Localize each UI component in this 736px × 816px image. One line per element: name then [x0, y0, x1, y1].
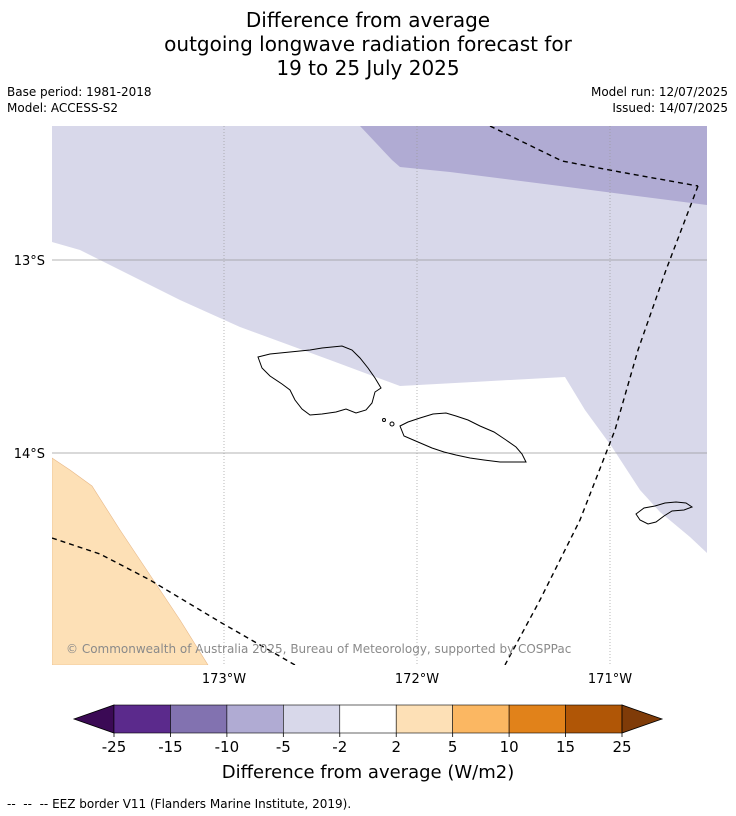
lat-label-13s: 13°S [14, 254, 45, 269]
map-panel: © Commonwealth of Australia 2025, Bureau… [52, 126, 707, 665]
olr-band-neg5-neg2 [52, 126, 707, 553]
olr-band-2-5 [52, 457, 209, 665]
eez-borders [52, 126, 699, 665]
island-tutuila [635, 501, 694, 525]
issued-date: Issued: 14/07/2025 [612, 101, 728, 115]
gridlines [52, 126, 707, 665]
colorbar-segment [508, 704, 566, 734]
lon-label-173w: 173°W [202, 672, 246, 687]
colorbar-tick-label: -15 [158, 738, 183, 756]
base-period: Base period: 1981-2018 [7, 85, 152, 99]
lat-label-14s: 14°S [14, 447, 45, 462]
colorbar-segment [565, 704, 623, 734]
island-savaii [257, 345, 382, 416]
olr-band-neg10-neg5 [360, 126, 707, 205]
islet-manono [382, 418, 386, 422]
colorbar-segment [170, 704, 228, 734]
colorbar-tick-label: 15 [556, 738, 575, 756]
copyright-notice: © Commonwealth of Australia 2025, Bureau… [66, 642, 571, 656]
colorbar-segment [283, 704, 341, 734]
meta-left: Base period: 1981-2018 Model: ACCESS-S2 [7, 84, 152, 116]
colorbar-tick-label: 25 [612, 738, 631, 756]
colorbar: -25 -15 -10 -5 -2 2 5 10 15 25 [72, 704, 664, 756]
colorbar-tick-label: 2 [391, 738, 401, 756]
chart-title: Difference from average outgoing longwav… [0, 8, 736, 80]
eez-legend-text: EEZ border V11 (Flanders Marine Institut… [52, 797, 352, 811]
title-line-2: outgoing longwave radiation forecast for [164, 32, 572, 56]
colorbar-tick-label: -2 [332, 738, 347, 756]
meta-right: Model run: 12/07/2025 Issued: 14/07/2025 [591, 84, 728, 116]
colorbar-title: Difference from average (W/m2) [222, 762, 514, 783]
colorbar-tick-label: -10 [215, 738, 240, 756]
island-upolu [399, 412, 527, 463]
colorbar-tick-label: 5 [448, 738, 458, 756]
colorbar-segment [226, 704, 284, 734]
colorbar-tick-label: -25 [102, 738, 127, 756]
colorbar-segment [113, 704, 171, 734]
colorbar-over-arrow [621, 704, 664, 734]
colorbar-segment [395, 704, 453, 734]
lon-label-172w: 172°W [395, 672, 439, 687]
eez-border-east [504, 185, 699, 665]
lon-label-171w: 171°W [588, 672, 632, 687]
title-line-3: 19 to 25 July 2025 [276, 56, 460, 80]
legend-footer: -- -- -- EEZ border V11 (Flanders Marine… [7, 797, 351, 811]
coastlines [257, 345, 694, 525]
colorbar-tick-label: -5 [276, 738, 291, 756]
colorbar-under-arrow [72, 704, 115, 734]
colorbar-segment [452, 704, 510, 734]
model-run: Model run: 12/07/2025 [590, 85, 728, 99]
model-name: Model: ACCESS-S2 [7, 101, 119, 115]
eez-border-southwest [52, 537, 296, 665]
colorbar-tick-label: 10 [500, 738, 519, 756]
eez-legend-swatch: -- -- -- [7, 797, 53, 811]
eez-border-north [489, 126, 699, 187]
islet-apolima [389, 421, 395, 427]
title-line-1: Difference from average [245, 8, 491, 32]
colorbar-segment [339, 704, 397, 734]
